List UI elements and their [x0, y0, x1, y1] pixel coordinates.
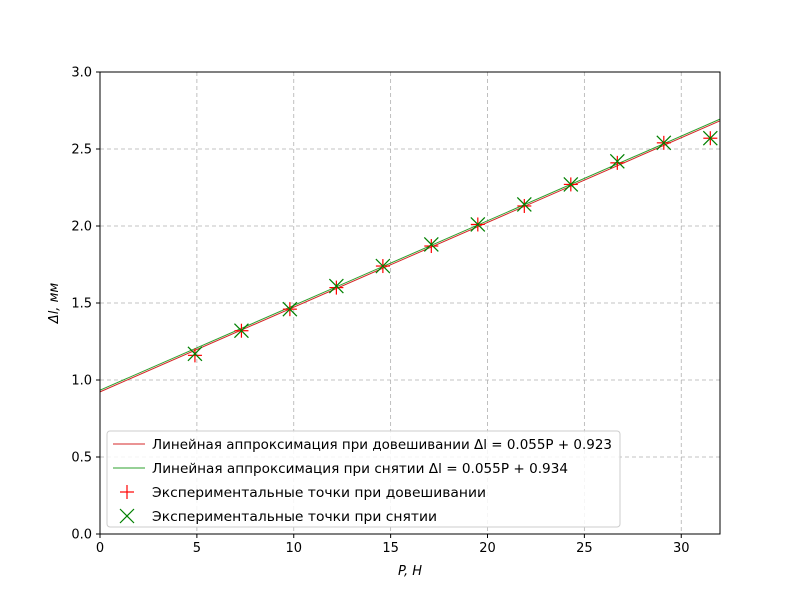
fit-line [99, 118, 721, 391]
legend-entry-label: Экспериментальные точки при снятии [152, 509, 437, 525]
legend-entry-label: Экспериментальные точки при довешивании [152, 485, 486, 501]
data-point-loading [517, 198, 532, 213]
fit-line [99, 120, 721, 393]
y-tick-label: 3.0 [71, 66, 92, 81]
data-point-unloading [375, 258, 391, 274]
legend-frame [106, 430, 621, 528]
x-axis-label: P, Н [398, 564, 422, 579]
data-points [187, 130, 718, 363]
y-axis-ticks: 0.0 0.5 1.0 1.5 2.0 2.5 3.0 [71, 66, 100, 543]
x-tick-label: 5 [193, 541, 201, 556]
x-tick-label: 0 [96, 541, 104, 556]
legend-marker-swatch [119, 508, 135, 524]
x-tick-label: 30 [673, 541, 690, 556]
data-point-loading [424, 239, 439, 254]
data-point-unloading [656, 135, 672, 151]
x-tick-label: 15 [382, 541, 399, 556]
y-tick-label: 2.5 [71, 143, 92, 158]
data-point-unloading [470, 217, 486, 232]
x-axis-ticks: 0 5 10 15 20 25 30 [96, 534, 690, 556]
y-tick-label: 1.0 [71, 374, 92, 389]
legend: Линейная аппроксимация при довешивании Δ… [106, 430, 621, 528]
data-point-loading [329, 280, 344, 295]
data-point-loading [187, 348, 202, 363]
legend-entry-label: Линейная аппроксимация при довешивании Δ… [152, 437, 612, 453]
x-tick-label: 20 [479, 541, 496, 556]
y-tick-label: 2.0 [71, 220, 92, 235]
data-point-unloading [234, 323, 249, 339]
data-point-unloading [187, 346, 203, 362]
y-axis-label: Δl, мм [47, 283, 62, 325]
fit-lines [99, 118, 721, 393]
data-point-unloading [328, 278, 344, 294]
data-point-unloading [609, 153, 625, 169]
data-point-unloading [516, 197, 532, 212]
legend-marker-swatch [120, 485, 134, 499]
data-point-loading [610, 155, 625, 170]
x-tick-label: 25 [576, 541, 593, 556]
data-point-unloading [563, 176, 579, 192]
data-point-unloading [282, 301, 298, 317]
y-tick-label: 1.5 [71, 297, 92, 312]
data-point-unloading [423, 237, 439, 252]
y-tick-label: 0.5 [71, 451, 92, 466]
data-point-unloading [702, 130, 718, 146]
x-tick-label: 10 [285, 541, 302, 556]
y-tick-label: 0.0 [71, 528, 92, 543]
legend-entry-label: Линейная аппроксимация при снятии Δl = 0… [152, 461, 568, 477]
